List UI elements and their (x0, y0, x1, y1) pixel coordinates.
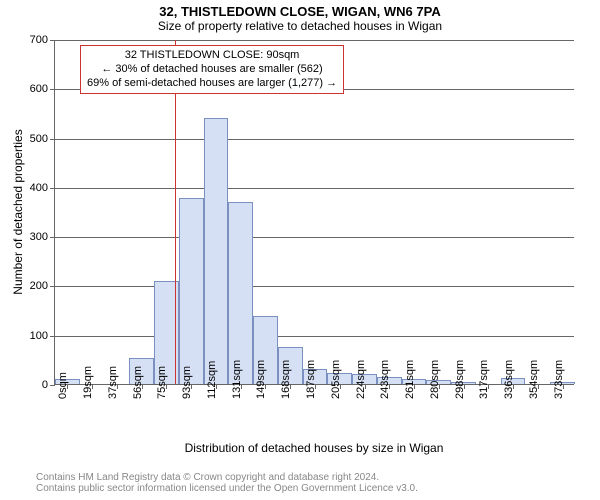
ytick-label: 700 (0, 34, 48, 46)
ytick-label: 0 (0, 379, 48, 391)
ytick-label: 300 (0, 231, 48, 243)
gridline (55, 286, 574, 287)
chart-subtitle: Size of property relative to detached ho… (0, 19, 600, 33)
ytick-mark (50, 40, 55, 41)
annotation-line: 32 THISTLEDOWN CLOSE: 90sqm (87, 49, 337, 63)
ytick-label: 200 (0, 280, 48, 292)
ytick-mark (50, 237, 55, 238)
gridline (55, 188, 574, 189)
ytick-label: 400 (0, 182, 48, 194)
chart-title: 32, THISTLEDOWN CLOSE, WIGAN, WN6 7PA (0, 0, 600, 19)
histogram-bar (228, 202, 253, 384)
ytick-label: 600 (0, 83, 48, 95)
ytick-mark (50, 89, 55, 90)
gridline (55, 40, 574, 41)
annotation-line: ← 30% of detached houses are smaller (56… (87, 63, 337, 77)
histogram-bar (204, 118, 229, 384)
footer-line: Contains HM Land Registry data © Crown c… (36, 472, 418, 483)
gridline (55, 336, 574, 337)
ytick-mark (50, 336, 55, 337)
annotation-box: 32 THISTLEDOWN CLOSE: 90sqm ← 30% of det… (80, 45, 344, 94)
ytick-mark (50, 286, 55, 287)
gridline (55, 139, 574, 140)
gridline (55, 237, 574, 238)
ytick-mark (50, 188, 55, 189)
annotation-line: 69% of semi-detached houses are larger (… (87, 77, 337, 91)
footer: Contains HM Land Registry data © Crown c… (36, 472, 418, 494)
x-axis-label: Distribution of detached houses by size … (54, 441, 574, 455)
ytick-mark (50, 139, 55, 140)
histogram-bar (179, 198, 204, 384)
footer-line: Contains public sector information licen… (36, 483, 418, 494)
ytick-label: 500 (0, 133, 48, 145)
ytick-label: 100 (0, 330, 48, 342)
ytick-mark (50, 385, 55, 386)
